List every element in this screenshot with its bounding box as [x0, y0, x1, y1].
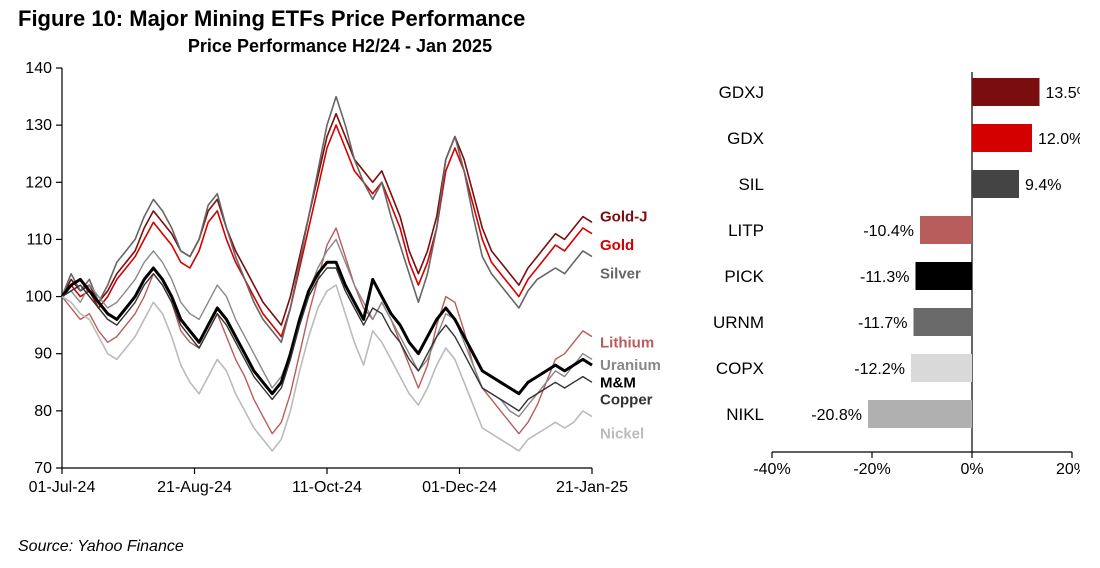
x-tick-label: 01-Dec-24: [422, 479, 497, 496]
x-tick-label: 11-Oct-24: [292, 479, 362, 496]
source-text: Source: Yahoo Finance: [18, 538, 184, 556]
bar-value: -11.3%: [860, 269, 910, 286]
bar-x-tick: -40%: [753, 461, 790, 478]
bar-x-tick: -20%: [853, 461, 890, 478]
x-tick-label: 21-Jan-25: [556, 479, 628, 496]
y-tick-label: 70: [34, 460, 52, 477]
y-tick-label: 100: [25, 289, 52, 306]
y-tick-label: 110: [26, 231, 52, 248]
x-tick-label: 21-Aug-24: [157, 479, 232, 496]
series-gold: [62, 125, 592, 337]
y-tick-label: 90: [34, 346, 52, 363]
bar-label: LITP: [728, 221, 764, 240]
bar-x-tick: 20%: [1056, 461, 1080, 478]
bar-gdx: [972, 124, 1032, 152]
bar-chart: GDXJ 13.5% GDX 12.0% SIL 9.4% LITP -10.4% PICK -1…: [700, 62, 1080, 502]
series-label: Silver: [600, 266, 641, 283]
line-chart: 70 80 90 100 110 120 130 140 01-Jul-24 21-Aug-24 1…: [18, 62, 678, 502]
y-tick-label: 80: [34, 403, 52, 420]
chart-subtitle: Price Performance H2/24 - Jan 2025: [0, 36, 680, 57]
bar-label: SIL: [738, 175, 764, 194]
bar-value: 12.0%: [1038, 131, 1080, 148]
bar-value: -20.8%: [811, 407, 862, 424]
series-gold-j: [62, 114, 592, 325]
y-tick-label: 140: [25, 62, 52, 77]
bar-value: 9.4%: [1025, 177, 1061, 194]
bar-label: PICK: [724, 267, 764, 286]
bar-value: -11.7%: [858, 315, 908, 332]
bar-label: COPX: [716, 359, 764, 378]
bar-value: 13.5%: [1046, 85, 1081, 102]
bar-sil: [972, 170, 1019, 198]
series-label: Lithium: [600, 334, 654, 351]
bar-value: -12.2%: [854, 361, 905, 378]
bar-litp: [920, 216, 972, 244]
bar-value: -10.4%: [863, 223, 914, 240]
series-label: M&M: [600, 374, 636, 391]
x-tick-label: 01-Jul-24: [29, 479, 96, 496]
bar-copx: [911, 354, 972, 382]
bar-label: URNM: [713, 313, 764, 332]
series-lithium: [62, 228, 592, 434]
series-label: Gold: [600, 237, 634, 254]
series-m-m: [62, 262, 592, 393]
y-tick-label: 130: [25, 117, 52, 134]
series-label: Uranium: [600, 357, 661, 374]
bar-x-tick: 0%: [960, 461, 983, 478]
bar-label: GDXJ: [719, 83, 764, 102]
series-label: Copper: [600, 391, 653, 408]
bar-label: GDX: [727, 129, 764, 148]
series-silver: [62, 97, 592, 343]
bar-nikl: [868, 400, 972, 428]
series-label: Nickel: [600, 426, 644, 443]
y-tick-label: 120: [25, 174, 52, 191]
series-label: Gold-J: [600, 209, 648, 226]
bar-urnm: [914, 308, 973, 336]
figure-title: Figure 10: Major Mining ETFs Price Perfo…: [18, 6, 525, 32]
bar-gdxj: [972, 78, 1040, 106]
bar-pick: [916, 262, 973, 290]
bar-label: NIKL: [726, 405, 764, 424]
